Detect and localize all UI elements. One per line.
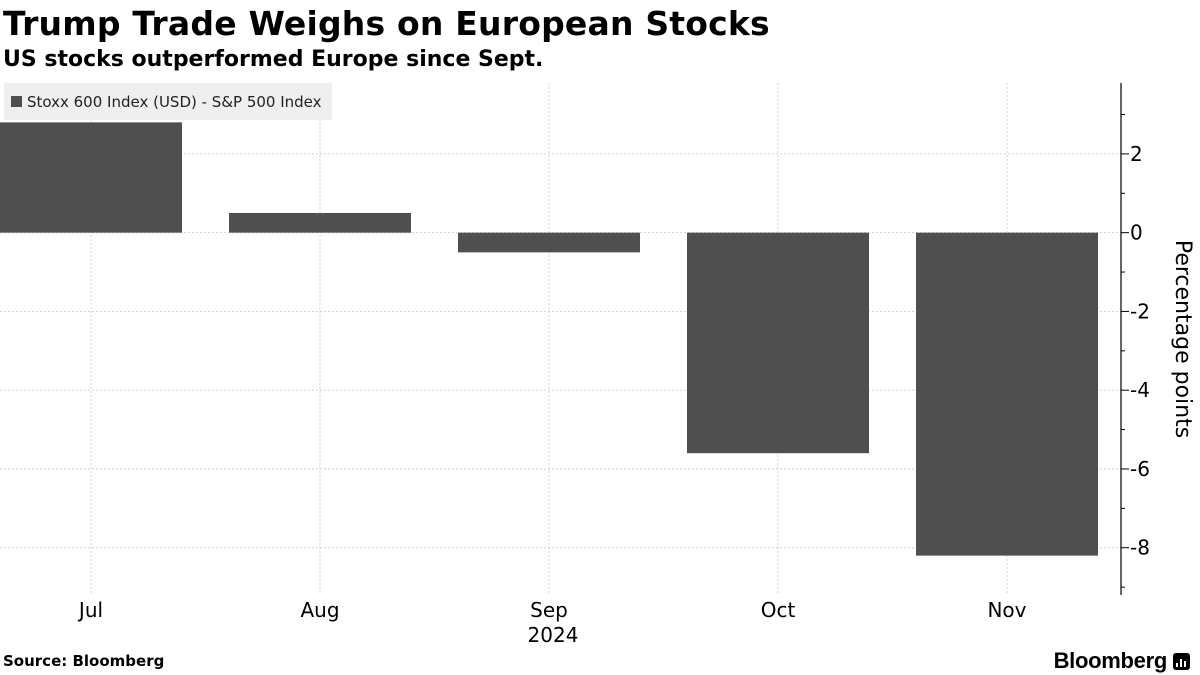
y-tick-label: -8 [1130,536,1150,560]
bar-nov [916,232,1098,556]
legend: Stoxx 600 Index (USD) - S&P 500 Index [4,83,332,120]
x-tick-label: Sep [530,598,568,622]
legend-swatch [11,96,22,107]
brand-name: Bloomberg [1053,648,1168,673]
chart-subtitle: US stocks outperformed Europe since Sept… [3,47,544,72]
brand-logo: Bloomberg [1054,648,1190,674]
y-tick-label: -6 [1130,457,1150,481]
bar-jul [0,122,182,233]
x-tick-label: Jul [77,598,103,622]
chart-title: Trump Trade Weighs on European Stocks [3,4,770,43]
bar-aug [229,212,411,233]
bar-sep [458,232,640,253]
y-tick-label: 0 [1130,221,1143,245]
x-tick-label: Oct [761,598,796,622]
x-tick-label: Nov [987,598,1026,622]
source-note: Source: Bloomberg [3,652,165,670]
x-tick-label: Aug [300,598,339,622]
y-tick-label: -2 [1130,299,1150,323]
y-tick-label: 2 [1130,142,1143,166]
legend-label: Stoxx 600 Index (USD) - S&P 500 Index [27,92,322,111]
bar-oct [687,232,869,454]
y-axis-title: Percentage points [1170,240,1195,438]
y-tick-label: -4 [1130,378,1150,402]
x-year-label: 2024 [528,623,579,647]
bloomberg-terminal-icon [1173,652,1190,670]
